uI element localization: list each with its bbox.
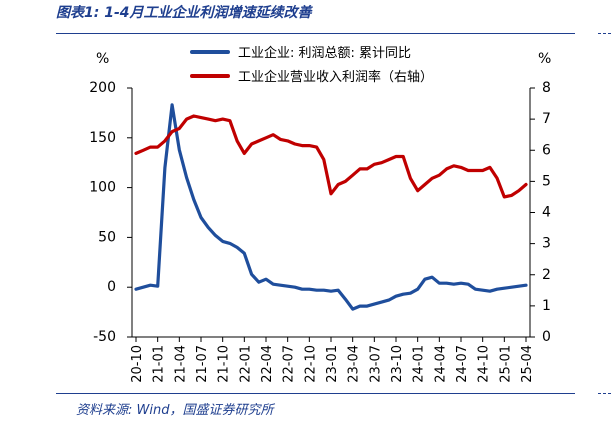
x-tick-label: 24-07: [455, 345, 470, 383]
x-tick-label: 23-07: [368, 345, 383, 383]
right-tick-label: 0: [542, 329, 551, 345]
top-rule-dashed: [598, 33, 611, 34]
x-tick-label: 20-10: [130, 345, 145, 383]
legend-label-profit-margin: 工业企业营业收入利润率（右轴）: [238, 70, 434, 85]
x-tick-label: 22-01: [238, 345, 253, 383]
x-tick-label: 25-01: [498, 345, 513, 383]
x-tick-label: 22-10: [303, 345, 318, 383]
right-tick-label: 4: [542, 205, 551, 221]
legend-swatch-profit-growth: [190, 49, 230, 54]
bottom-rule: [56, 393, 575, 394]
right-tick-label: 3: [542, 236, 551, 252]
right-tick-label: 1: [542, 298, 551, 314]
right-tick-label: 8: [542, 80, 551, 96]
legend-item-profit-margin: 工业企业营业收入利润率（右轴）: [190, 66, 433, 85]
right-tick-label: 6: [542, 142, 551, 158]
x-tick-label: 25-04: [520, 345, 535, 383]
left-tick-label: -50: [93, 329, 116, 345]
figure-caption: 图表1: 1-4月工业企业利润增速延续改善: [56, 5, 312, 21]
top-rule: [56, 33, 575, 34]
x-tick-label: 23-04: [347, 345, 362, 383]
left-tick-label: 0: [107, 279, 116, 295]
x-tick-label: 22-07: [282, 345, 297, 383]
legend-label-profit-growth: 工业企业: 利润总额: 累计同比: [238, 46, 412, 61]
left-tick-label: 150: [89, 130, 116, 146]
x-tick-label: 24-04: [433, 345, 448, 383]
x-tick-label: 21-01: [152, 345, 167, 383]
left-tick-label: 200: [89, 80, 116, 96]
left-tick-label: 100: [89, 180, 116, 196]
right-axis-unit: %: [538, 51, 552, 67]
x-tick-label: 23-01: [325, 345, 340, 383]
right-tick-label: 5: [542, 173, 551, 189]
x-tick-label: 24-01: [412, 345, 427, 383]
x-tick-label: 22-04: [260, 345, 275, 383]
x-tick-label: 21-10: [217, 345, 232, 383]
x-tick-label: 21-04: [173, 345, 188, 383]
source-note: 资料来源: Wind，国盛证券研究所: [76, 403, 274, 418]
x-tick-label: 24-10: [477, 345, 492, 383]
right-tick-label: 2: [542, 267, 551, 283]
x-tick-label: 23-10: [390, 345, 405, 383]
bottom-rule-dashed: [598, 393, 611, 394]
series-line-profit-growth: [134, 103, 528, 311]
series-line-profit-margin: [134, 114, 528, 199]
x-tick-label: 21-07: [195, 345, 210, 383]
right-tick-label: 7: [542, 111, 551, 127]
legend-item-profit-growth: 工业企业: 利润总额: 累计同比: [190, 42, 411, 61]
legend-swatch-profit-margin: [190, 73, 230, 78]
left-tick-label: 50: [98, 229, 116, 245]
left-axis-unit: %: [96, 51, 110, 67]
